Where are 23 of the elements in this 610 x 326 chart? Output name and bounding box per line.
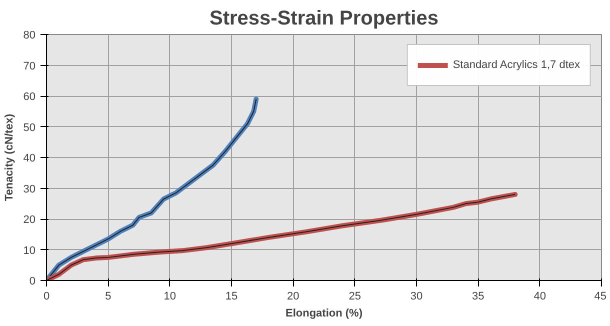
x-tick-label: 15: [225, 290, 238, 302]
y-tick-label: 40: [23, 152, 36, 164]
y-tick-label: 70: [23, 60, 36, 72]
y-tick-label: 50: [23, 122, 36, 134]
x-axis-title: Elongation (%): [286, 308, 363, 320]
x-tick-label: 20: [287, 290, 300, 302]
y-tick-label: 20: [23, 214, 36, 226]
x-tick-label: 35: [472, 290, 484, 302]
x-tick-label: 0: [43, 290, 50, 302]
y-tick-label: 0: [29, 276, 36, 288]
legend-label: Standard Acrylics 1,7 dtex: [452, 59, 580, 71]
x-tick-label: 5: [105, 290, 112, 302]
y-tick-label: 60: [23, 91, 36, 103]
y-tick-label: 80: [23, 30, 36, 42]
x-tick-label: 40: [534, 290, 546, 302]
y-tick-label: 30: [23, 183, 36, 196]
x-tick-label: 25: [348, 290, 361, 302]
chart-title: Stress-Strain Properties: [210, 8, 438, 30]
x-tick-label: 45: [594, 290, 607, 302]
y-axis-title: Tenacity (cN/tex): [3, 114, 16, 202]
y-tick-label: 10: [23, 244, 36, 257]
x-tick-label: 30: [410, 290, 423, 302]
x-tick-label: 10: [164, 290, 176, 302]
